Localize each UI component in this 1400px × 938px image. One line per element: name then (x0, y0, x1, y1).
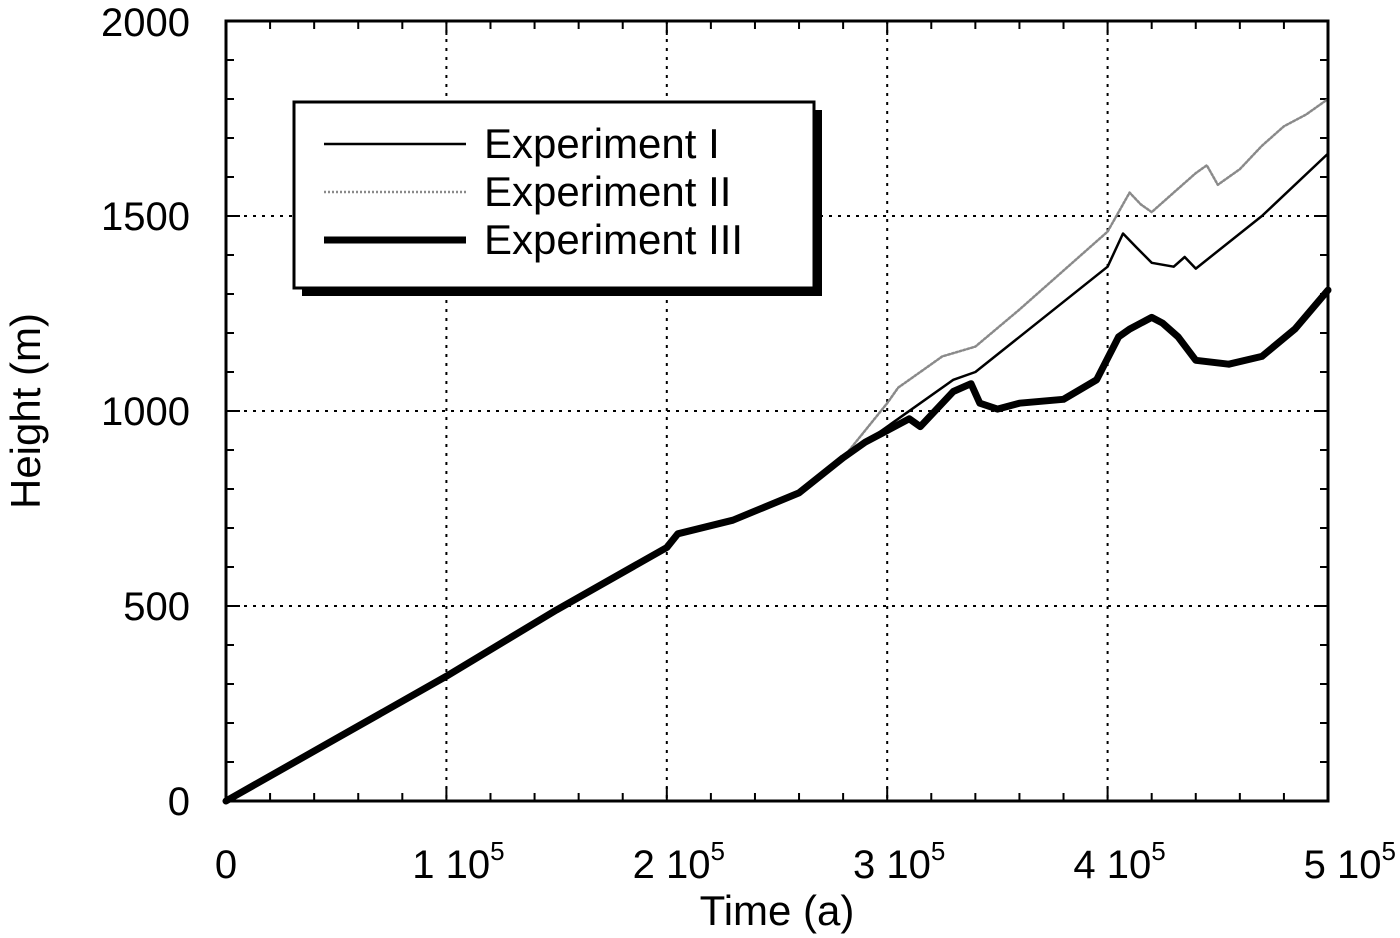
x-tick-label-5: 5 105 (1304, 836, 1396, 887)
legend-label-3: Experiment III (484, 216, 743, 263)
y-tick-label-2: 1000 (101, 390, 190, 434)
plot-frame (224, 19, 1330, 803)
x-axis-title: Time (a) (700, 887, 855, 934)
x-tick-label-1: 1 105 (412, 836, 504, 887)
y-tick-labels: 0 500 1000 1500 2000 (101, 1, 190, 824)
x-tick-label-0: 0 (215, 843, 237, 887)
series-layer (222, 97, 1332, 805)
x-tick-label-2: 2 105 (633, 836, 725, 887)
y-tick-label-0: 0 (168, 780, 190, 824)
y-axis-title: Height (m) (2, 313, 49, 509)
x-tick-label-3: 3 105 (853, 836, 945, 887)
legend-label-1: Experiment I (484, 120, 720, 167)
legend-box (292, 100, 816, 290)
x-tick-label-4: 4 105 (1073, 836, 1165, 887)
y-tick-label-1: 500 (123, 585, 190, 629)
series-line-3 (222, 286, 1332, 805)
legend-label-2: Experiment II (484, 168, 731, 215)
y-tick-label-3: 1500 (101, 195, 190, 239)
y-tick-label-4: 2000 (101, 1, 190, 45)
x-tick-labels: 0 1 105 2 105 3 105 4 105 5 105 (215, 836, 1396, 887)
